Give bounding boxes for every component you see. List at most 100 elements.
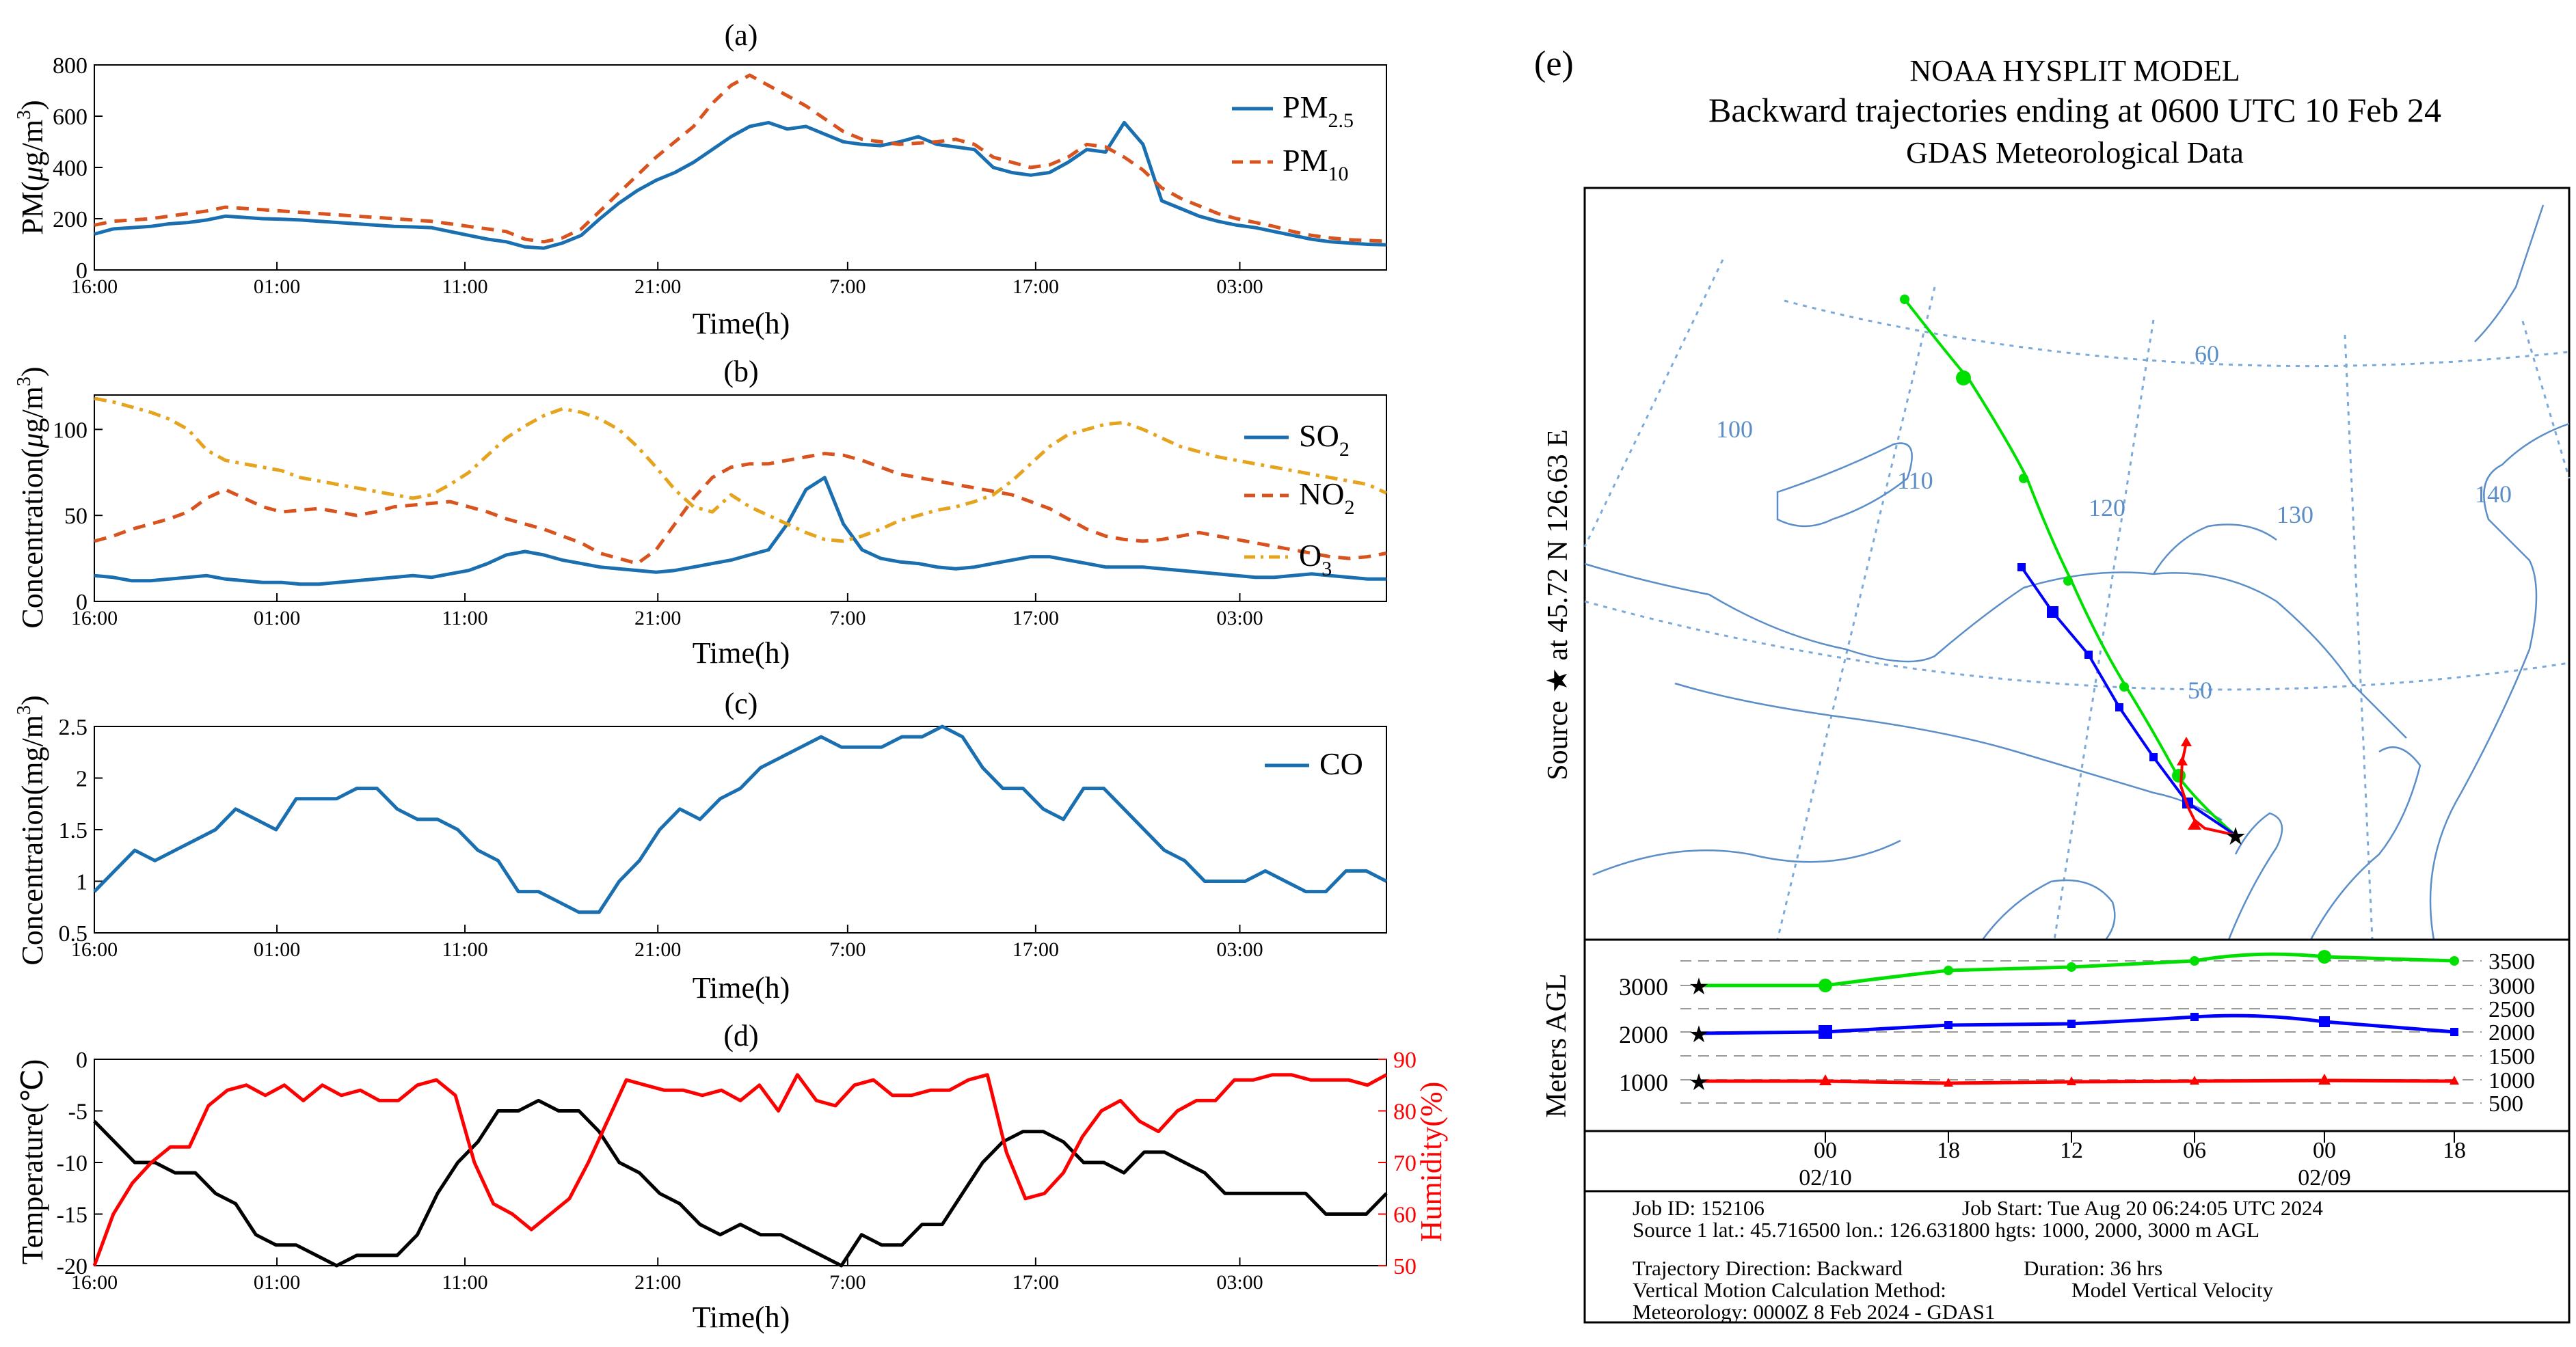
height-1000m-point [2190, 1076, 2199, 1085]
info-job-id: Job ID: 152106 [1633, 1196, 1765, 1220]
height-2000m-point [2450, 1028, 2458, 1036]
panel-c-frame [94, 726, 1387, 934]
traj-3000m-point [2119, 682, 2129, 692]
hysplit-title-line-3: GDAS Meteorological Data [1906, 136, 2244, 169]
so2-series-line [94, 476, 1386, 586]
x-tick-label: 16:00 [71, 1271, 118, 1294]
panel-b-ylabel: Concentration(μg/m3) [14, 366, 49, 628]
info-meteorology: Meteorology: 0000Z 8 Feb 2024 - GDAS1 [1633, 1300, 1995, 1324]
legend-pm25-label: PM2.5 [1283, 90, 1354, 132]
y-tick-label: -15 [57, 1203, 88, 1228]
hysplit-coastlines [1584, 204, 2570, 940]
panel-a-series [94, 73, 1387, 250]
traj-2000m-point [2115, 703, 2123, 711]
time-axis-ticks [1825, 1131, 2455, 1143]
x-tick-label: 21:00 [634, 275, 681, 298]
x-tick-label: 17:00 [1012, 607, 1059, 629]
x-tick-label: 03:00 [1216, 938, 1263, 961]
info-job-start: Job Start: Tue Aug 20 06:24:05 UTC 2024 [1962, 1196, 2323, 1220]
traj-2000m-point [2084, 651, 2093, 659]
x-tick-label: 03:00 [1216, 275, 1263, 298]
x-tick-label: 16:00 [71, 275, 118, 298]
traj-1000m-point [2177, 756, 2188, 765]
y-tick-label: -5 [68, 1100, 88, 1125]
panel-c-series [93, 724, 1388, 914]
y-tick-right-label: 70 [1393, 1151, 1417, 1176]
hysplit-info-box [1583, 1190, 2571, 1324]
traj-2000m-point [2149, 753, 2158, 761]
hysplit-trajectories: ★ [1900, 295, 2246, 850]
hysplit-grid-labels: 60 100 110 120 130 140 50 [1716, 340, 2512, 704]
grid-label-140: 140 [2475, 480, 2512, 508]
height-star-icon: ★ [1689, 975, 1709, 1000]
x-tick-label: 7:00 [829, 607, 866, 629]
y-tick-label: 100 [53, 418, 88, 443]
height-3000m-point [2318, 950, 2331, 964]
x-tick-label: 16:00 [71, 607, 118, 629]
humidity-series-line [92, 1073, 1388, 1266]
pm10-series-line [94, 73, 1387, 244]
panel-c-xlabel: Time(h) [693, 971, 790, 1005]
info-direction: Trajectory Direction: Backward [1633, 1256, 1903, 1280]
height-1000m-point [1944, 1078, 1953, 1087]
no2-series-line [94, 452, 1387, 566]
y-tick-right-label: 80 [1393, 1100, 1417, 1125]
panel-a-label: (a) [725, 18, 758, 52]
grid-label-120: 120 [2089, 494, 2125, 521]
y-tick-label: 600 [53, 105, 88, 130]
panel-a-ylabel: PM(μg/m3) [14, 100, 49, 234]
grid-label-100: 100 [1716, 416, 1753, 443]
y-tick-label: 0.5 [59, 921, 88, 947]
x-tick-label: 01:00 [254, 275, 300, 298]
panel-c-y-ticks: 0.5 1 1.5 2 2.5 [59, 715, 103, 947]
height-2000m-point [2190, 1013, 2199, 1021]
border-north [1584, 562, 2407, 739]
height-star-icon: ★ [1689, 1022, 1709, 1048]
panel-b-frame [94, 394, 1387, 602]
height-profile-3000m [1699, 952, 2455, 988]
panel-a: (a) 0 200 400 600 800 16:00 01:00 11:00 21:00 7:… [14, 18, 1387, 340]
panel-c-x-ticks: 16:00 01:00 11:00 21:00 7:00 17:00 03:00 [71, 925, 1263, 961]
x-tick-label: 01:00 [254, 938, 300, 961]
traj-3000m-point [2172, 769, 2186, 783]
height-right-tick: 3500 [2488, 949, 2535, 975]
lon-140-line [2521, 321, 2571, 479]
coast-bohai [1981, 879, 2116, 940]
panel-a-y-ticks: 0 200 400 600 800 [53, 53, 103, 284]
panel-a-legend: PM2.5 PM10 [1232, 90, 1354, 185]
height-2000m-point [2319, 1016, 2330, 1027]
panel-b-series [94, 396, 1388, 586]
height-right-tick: 500 [2488, 1091, 2523, 1117]
panel-c: (c) 0.5 1 1.5 2 2.5 16:00 01:00 11:00 21:00 7:00… [14, 687, 1388, 1005]
traj-2000m-point [2047, 606, 2058, 618]
height-1000m-point [2067, 1076, 2076, 1085]
x-tick-label: 17:00 [1012, 938, 1059, 961]
time-axis-labels: 00 18 12 06 00 18 02/10 02/09 [1799, 1138, 2466, 1190]
height-panel-ylabel: Meters AGL [1541, 973, 1572, 1117]
y-tick-label: -20 [57, 1254, 88, 1279]
y-tick-label: 400 [53, 156, 88, 181]
height-right-tick: 1500 [2488, 1044, 2535, 1070]
x-tick-label: 7:00 [829, 938, 866, 961]
y-tick-right-label: 60 [1393, 1203, 1417, 1228]
grid-label-50: 50 [2188, 677, 2212, 704]
traj-3000m-point [1900, 295, 1909, 304]
height-right-tick: 2500 [2488, 997, 2535, 1022]
height-profiles: ★ ★ ★ [1689, 950, 2459, 1096]
panel-c-ylabel: Concentration(mg/m3) [14, 695, 49, 965]
panel-e: (e) NOAA HYSPLIT MODEL Backward trajecto… [1534, 44, 2571, 1324]
temperature-series-line [93, 1098, 1388, 1268]
lat-60-line [1784, 299, 2570, 368]
coast-korea [2227, 812, 2283, 940]
y-tick-label: 800 [53, 53, 88, 79]
panel-a-xlabel: Time(h) [693, 307, 790, 340]
panel-d-label: (d) [723, 1019, 758, 1052]
legend-no2-label: NO2 [1299, 476, 1354, 519]
info-vertical-method: Vertical Motion Calculation Method: [1633, 1278, 1946, 1302]
traj-2000m-point [2017, 563, 2026, 571]
y-tick-label: 200 [53, 207, 88, 232]
height-2000m-point [1819, 1025, 1832, 1039]
y-tick-label: 2 [76, 767, 88, 792]
grid-label-110: 110 [1897, 467, 1933, 494]
